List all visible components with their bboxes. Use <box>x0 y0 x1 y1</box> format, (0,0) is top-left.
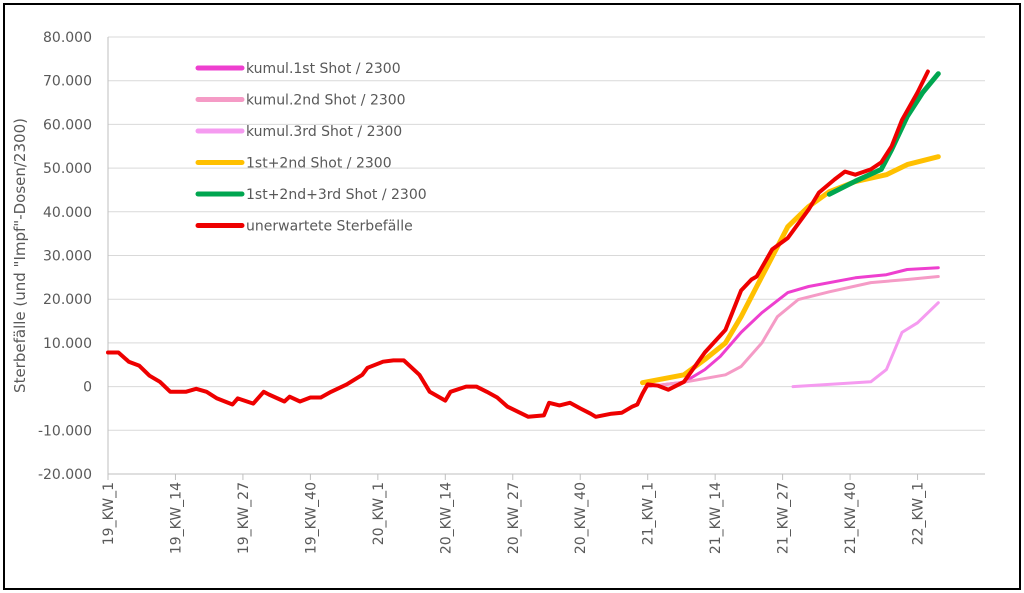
series-line-kumul-3rd-shot-2300 <box>791 301 940 389</box>
x-tick-label: 21_KW_27 <box>776 482 792 554</box>
series-line-kumul-1st-shot-2300 <box>646 266 940 389</box>
legend-label: unerwartete Sterbefälle <box>246 219 413 235</box>
x-tick-label: 20_KW_40 <box>573 482 589 554</box>
x-tick-label: 19_KW_40 <box>303 482 319 554</box>
x-tick-label: 19_KW_14 <box>168 482 184 554</box>
x-tick-label: 19_KW_1 <box>101 482 117 545</box>
x-tick-label: 19_KW_27 <box>236 482 252 554</box>
y-tick-label: -20.000 <box>38 467 92 483</box>
y-tick-label: 70.000 <box>43 74 92 90</box>
y-tick-label: 60.000 <box>43 117 92 133</box>
legend-label: 1st+2nd Shot / 2300 <box>246 156 392 172</box>
legend-label: kumul.1st Shot / 2300 <box>246 61 401 77</box>
y-tick-label: -10.000 <box>38 423 92 439</box>
y-tick-label: 80.000 <box>43 30 92 46</box>
y-tick-label: 0 <box>83 380 92 396</box>
legend-label: kumul.3rd Shot / 2300 <box>246 124 402 140</box>
y-tick-label: 40.000 <box>43 205 92 221</box>
y-axis-title: Sterbefälle (und "Impf"-Dosen/2300) <box>11 118 29 393</box>
y-tick-label: 20.000 <box>43 292 92 308</box>
x-tick-label: 21_KW_1 <box>641 482 657 545</box>
y-tick-label: 50.000 <box>43 161 92 177</box>
series-line-kumul-2nd-shot-2300 <box>646 275 940 389</box>
y-tick-label: 10.000 <box>43 336 92 352</box>
x-tick-label: 21_KW_40 <box>843 482 859 554</box>
series-line-unerwartete-sterbef-lle <box>106 69 930 419</box>
x-tick-label: 20_KW_14 <box>438 482 454 554</box>
x-tick-label: 20_KW_1 <box>371 482 387 545</box>
legend-label: 1st+2nd+3rd Shot / 2300 <box>246 187 427 203</box>
x-tick-label: 22_KW_1 <box>911 482 927 545</box>
chart-frame <box>3 3 1021 590</box>
x-tick-label: 20_KW_27 <box>506 482 522 554</box>
legend-label: kumul.2nd Shot / 2300 <box>246 93 406 109</box>
y-tick-label: 30.000 <box>43 249 92 265</box>
x-tick-label: 21_KW_14 <box>708 482 724 554</box>
